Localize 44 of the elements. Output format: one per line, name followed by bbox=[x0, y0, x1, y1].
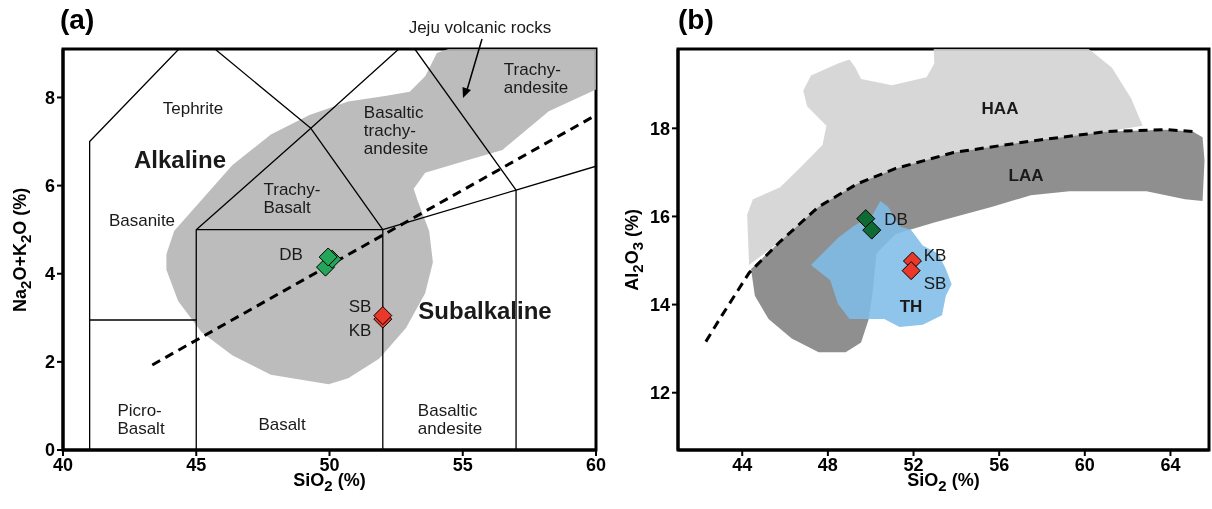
annotation: DB bbox=[884, 210, 908, 230]
annotation: TH bbox=[899, 297, 923, 317]
annotation: Trachy- andesite bbox=[503, 60, 569, 97]
y-tick-label: 18 bbox=[649, 118, 670, 139]
annotation: DB bbox=[279, 245, 303, 265]
annotation: Basalt bbox=[258, 415, 306, 435]
chart-title: (a) bbox=[60, 4, 95, 36]
chart-title: (b) bbox=[678, 4, 714, 36]
x-axis-title: SiO$_{2}$ (%) bbox=[293, 470, 366, 494]
point bbox=[862, 220, 882, 240]
annotation: KB bbox=[923, 246, 947, 266]
x-tick-label: 45 bbox=[186, 454, 207, 475]
annotation: Alkaline bbox=[133, 146, 227, 174]
x-tick-label: 55 bbox=[452, 454, 473, 475]
y-tick-label: 2 bbox=[44, 352, 55, 373]
y-tick-label: 0 bbox=[44, 440, 55, 461]
point bbox=[901, 261, 921, 281]
x-tick-label: 48 bbox=[817, 454, 838, 475]
text: Jeju volcanic rocks bbox=[408, 18, 552, 38]
annotation: Basaltic trachy- andesite bbox=[363, 103, 429, 158]
x-tick-label: 60 bbox=[1074, 454, 1095, 475]
annotation: Picro- Basalt bbox=[117, 401, 165, 438]
annotation: Basaltic andesite bbox=[417, 401, 483, 438]
annotation: Basanite bbox=[108, 211, 176, 231]
x-tick-label: 44 bbox=[732, 454, 753, 475]
y-tick-label: 14 bbox=[649, 294, 670, 315]
annotation: Trachy- Basalt bbox=[263, 180, 321, 217]
annotation: HAA bbox=[981, 99, 1019, 119]
y-tick-label: 12 bbox=[649, 383, 670, 404]
annotation: KB bbox=[348, 321, 372, 341]
y-tick-label: 8 bbox=[44, 87, 55, 108]
annotation: Tephrite bbox=[162, 99, 224, 119]
annotation: SB bbox=[348, 297, 372, 317]
annotation: SB bbox=[923, 274, 947, 294]
y-tick-label: 16 bbox=[649, 206, 670, 227]
y-tick-label: 4 bbox=[44, 264, 55, 285]
x-tick-label: 56 bbox=[989, 454, 1010, 475]
annotation: LAA bbox=[1008, 166, 1044, 186]
x-tick-label: 40 bbox=[52, 454, 74, 475]
x-tick-label: 64 bbox=[1160, 454, 1181, 475]
x-tick-label: 60 bbox=[585, 454, 607, 475]
x-axis-title: SiO$_{2}$ (%) bbox=[907, 470, 980, 494]
y-tick-label: 6 bbox=[44, 175, 55, 196]
point bbox=[856, 209, 876, 229]
